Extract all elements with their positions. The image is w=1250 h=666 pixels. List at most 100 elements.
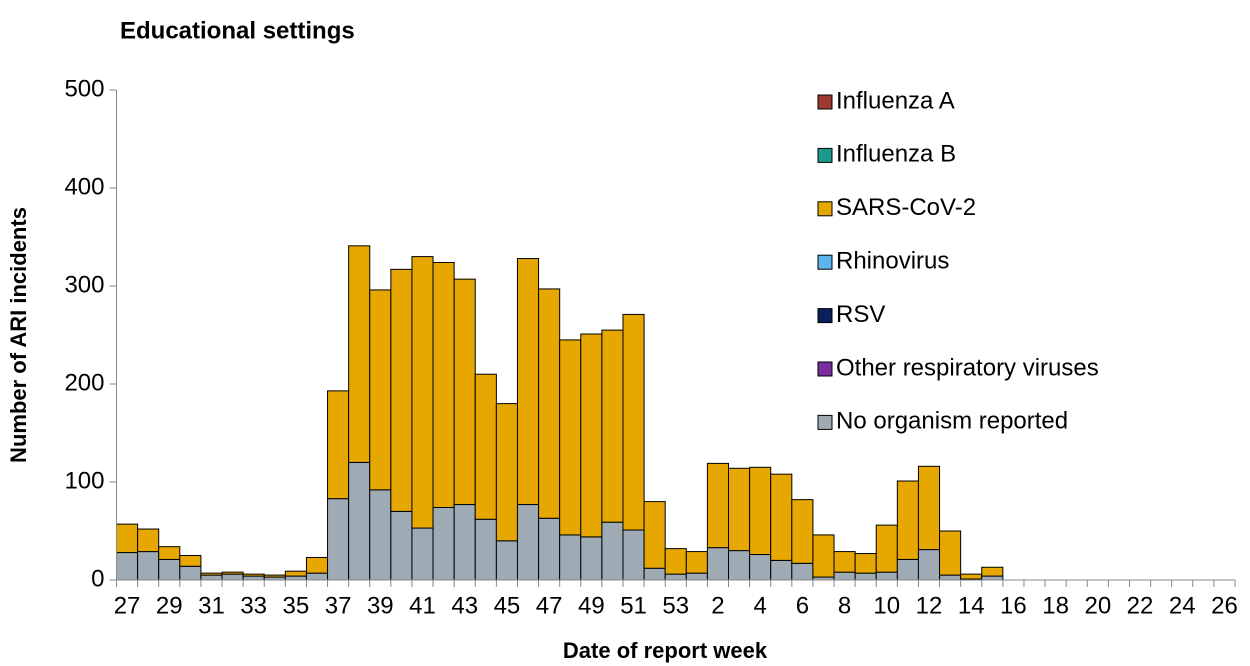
bar-segment bbox=[622, 529, 645, 581]
bar-segment bbox=[369, 489, 392, 581]
bar-segment bbox=[242, 575, 265, 581]
bar-segment bbox=[791, 499, 814, 564]
bar-segment bbox=[263, 574, 286, 578]
bar-segment bbox=[284, 570, 307, 577]
x-tick-label: 8 bbox=[838, 592, 851, 619]
bar-segment bbox=[749, 466, 772, 556]
bar-segment bbox=[960, 573, 983, 580]
x-tick-label: 45 bbox=[494, 592, 521, 619]
legend-label: Influenza B bbox=[836, 141, 956, 168]
bar-segment bbox=[833, 571, 856, 581]
bar-segment bbox=[728, 550, 751, 581]
bar-segment bbox=[896, 480, 919, 560]
bar-segment bbox=[348, 461, 371, 581]
bar-segment bbox=[411, 527, 434, 581]
y-tick-label: 400 bbox=[64, 173, 104, 200]
bar-segment bbox=[538, 517, 561, 581]
bar-segment bbox=[559, 339, 582, 536]
bar-segment bbox=[538, 288, 561, 519]
y-tick-label: 200 bbox=[64, 369, 104, 396]
bar-segment bbox=[875, 571, 898, 581]
bar-segment bbox=[981, 566, 1004, 577]
bar-segment bbox=[453, 504, 476, 581]
legend-swatch bbox=[817, 201, 833, 217]
x-tick-label: 24 bbox=[1169, 592, 1196, 619]
bar-segment bbox=[137, 551, 160, 581]
x-tick-label: 16 bbox=[1000, 592, 1027, 619]
x-tick-label: 33 bbox=[240, 592, 267, 619]
y-axis-title: Number of ARI incidents bbox=[6, 207, 31, 463]
bar-segment bbox=[200, 572, 223, 576]
legend-label: SARS-CoV-2 bbox=[836, 194, 976, 221]
bar-segment bbox=[601, 329, 624, 523]
bar-segment bbox=[474, 518, 497, 581]
bar-segment bbox=[284, 575, 307, 581]
bar-segment bbox=[179, 565, 202, 581]
legend-label: No organism reported bbox=[836, 408, 1068, 435]
x-tick-label: 27 bbox=[114, 592, 141, 619]
bar-segment bbox=[580, 333, 603, 538]
y-tick-label: 100 bbox=[64, 467, 104, 494]
x-tick-label: 4 bbox=[753, 592, 766, 619]
chart-title: Educational settings bbox=[120, 17, 355, 44]
bar-segment bbox=[474, 373, 497, 520]
bar-segment bbox=[749, 554, 772, 581]
bar-segment bbox=[812, 534, 835, 578]
bar-segment bbox=[158, 546, 181, 560]
bar-segment bbox=[327, 498, 350, 581]
x-tick-label: 29 bbox=[156, 592, 183, 619]
legend-swatch bbox=[817, 308, 833, 324]
bar-segment bbox=[348, 245, 371, 463]
x-tick-label: 18 bbox=[1042, 592, 1069, 619]
bar-segment bbox=[939, 530, 962, 576]
y-tick-label: 0 bbox=[91, 565, 104, 592]
bar-segment bbox=[685, 551, 708, 574]
bar-segment bbox=[495, 403, 518, 542]
x-tick-label: 31 bbox=[198, 592, 225, 619]
legend-label: Rhinovirus bbox=[836, 248, 949, 275]
x-tick-label: 49 bbox=[578, 592, 605, 619]
bar-segment bbox=[411, 256, 434, 529]
bar-segment bbox=[559, 534, 582, 581]
x-tick-label: 51 bbox=[620, 592, 647, 619]
x-tick-label: 39 bbox=[367, 592, 394, 619]
bar-segment bbox=[432, 261, 455, 508]
bar-segment bbox=[643, 501, 666, 569]
x-axis-title: Date of report week bbox=[563, 638, 768, 663]
x-tick-label: 20 bbox=[1084, 592, 1111, 619]
legend-label: RSV bbox=[836, 301, 885, 328]
legend-swatch bbox=[817, 147, 833, 163]
bar-segment bbox=[854, 553, 877, 574]
x-tick-label: 10 bbox=[873, 592, 900, 619]
bar-segment bbox=[516, 504, 540, 581]
bar-segment bbox=[896, 558, 919, 581]
bar-segment bbox=[664, 573, 687, 581]
bar-segment bbox=[179, 555, 202, 567]
bar-segment bbox=[685, 572, 708, 581]
bar-segment bbox=[221, 573, 244, 581]
bar-segment bbox=[516, 258, 540, 506]
bar-segment bbox=[622, 313, 645, 531]
x-tick-label: 37 bbox=[325, 592, 352, 619]
bar-segment bbox=[432, 506, 455, 581]
bar-segment bbox=[706, 462, 730, 549]
x-tick-label: 41 bbox=[409, 592, 436, 619]
bar-segment bbox=[770, 559, 793, 581]
x-tick-label: 22 bbox=[1127, 592, 1154, 619]
x-tick-label: 6 bbox=[796, 592, 809, 619]
bar-segment bbox=[833, 551, 856, 573]
bar-segment bbox=[158, 558, 181, 581]
bar-segment bbox=[390, 510, 413, 581]
bar-segment bbox=[706, 547, 730, 581]
bar-segment bbox=[601, 521, 624, 581]
x-tick-label: 43 bbox=[451, 592, 478, 619]
bar-segment bbox=[643, 567, 666, 581]
bar-segment bbox=[390, 268, 413, 512]
x-tick-label: 12 bbox=[916, 592, 943, 619]
bar-segment bbox=[495, 540, 518, 581]
bar-segment bbox=[770, 473, 793, 561]
x-tick-label: 14 bbox=[958, 592, 985, 619]
x-tick-label: 26 bbox=[1211, 592, 1238, 619]
bar-segment bbox=[369, 289, 392, 491]
